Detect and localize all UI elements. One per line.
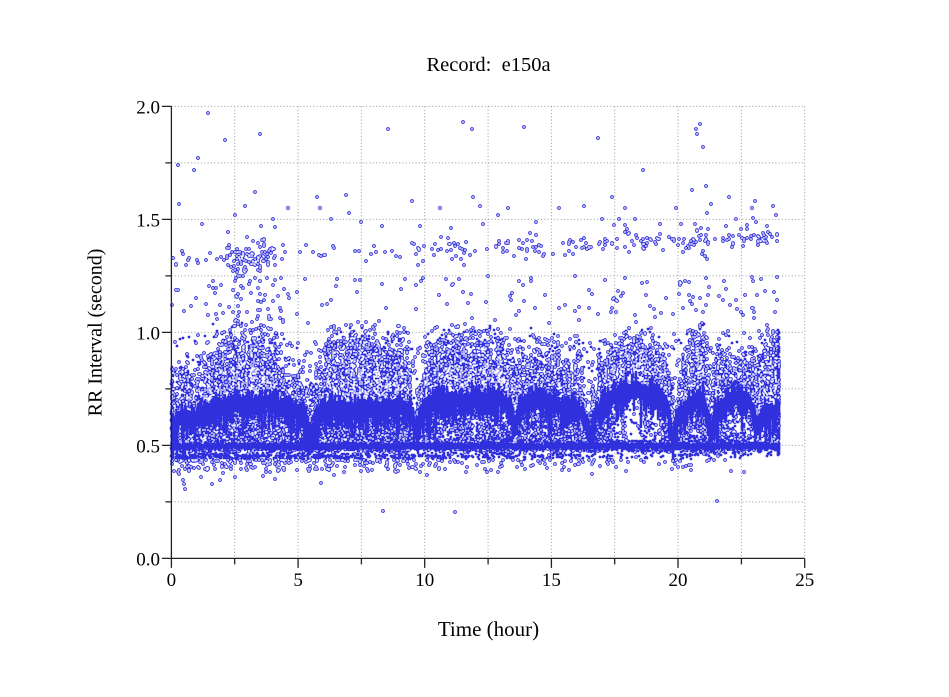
- svg-text:Time (hour): Time (hour): [438, 617, 539, 641]
- svg-text:2.0: 2.0: [136, 97, 160, 118]
- svg-text:Record: e150a: Record: e150a: [426, 54, 550, 76]
- svg-text:20: 20: [669, 570, 688, 591]
- svg-text:1.5: 1.5: [136, 210, 160, 231]
- svg-text:5: 5: [293, 570, 303, 591]
- svg-text:RR Interval (second): RR Interval (second): [85, 249, 107, 417]
- svg-text:0.0: 0.0: [136, 549, 160, 570]
- svg-text:0: 0: [167, 570, 177, 591]
- svg-text:10: 10: [415, 570, 434, 591]
- svg-text:0.5: 0.5: [136, 436, 160, 457]
- svg-text:1.0: 1.0: [136, 323, 160, 344]
- svg-text:15: 15: [542, 570, 561, 591]
- svg-text:25: 25: [795, 570, 814, 591]
